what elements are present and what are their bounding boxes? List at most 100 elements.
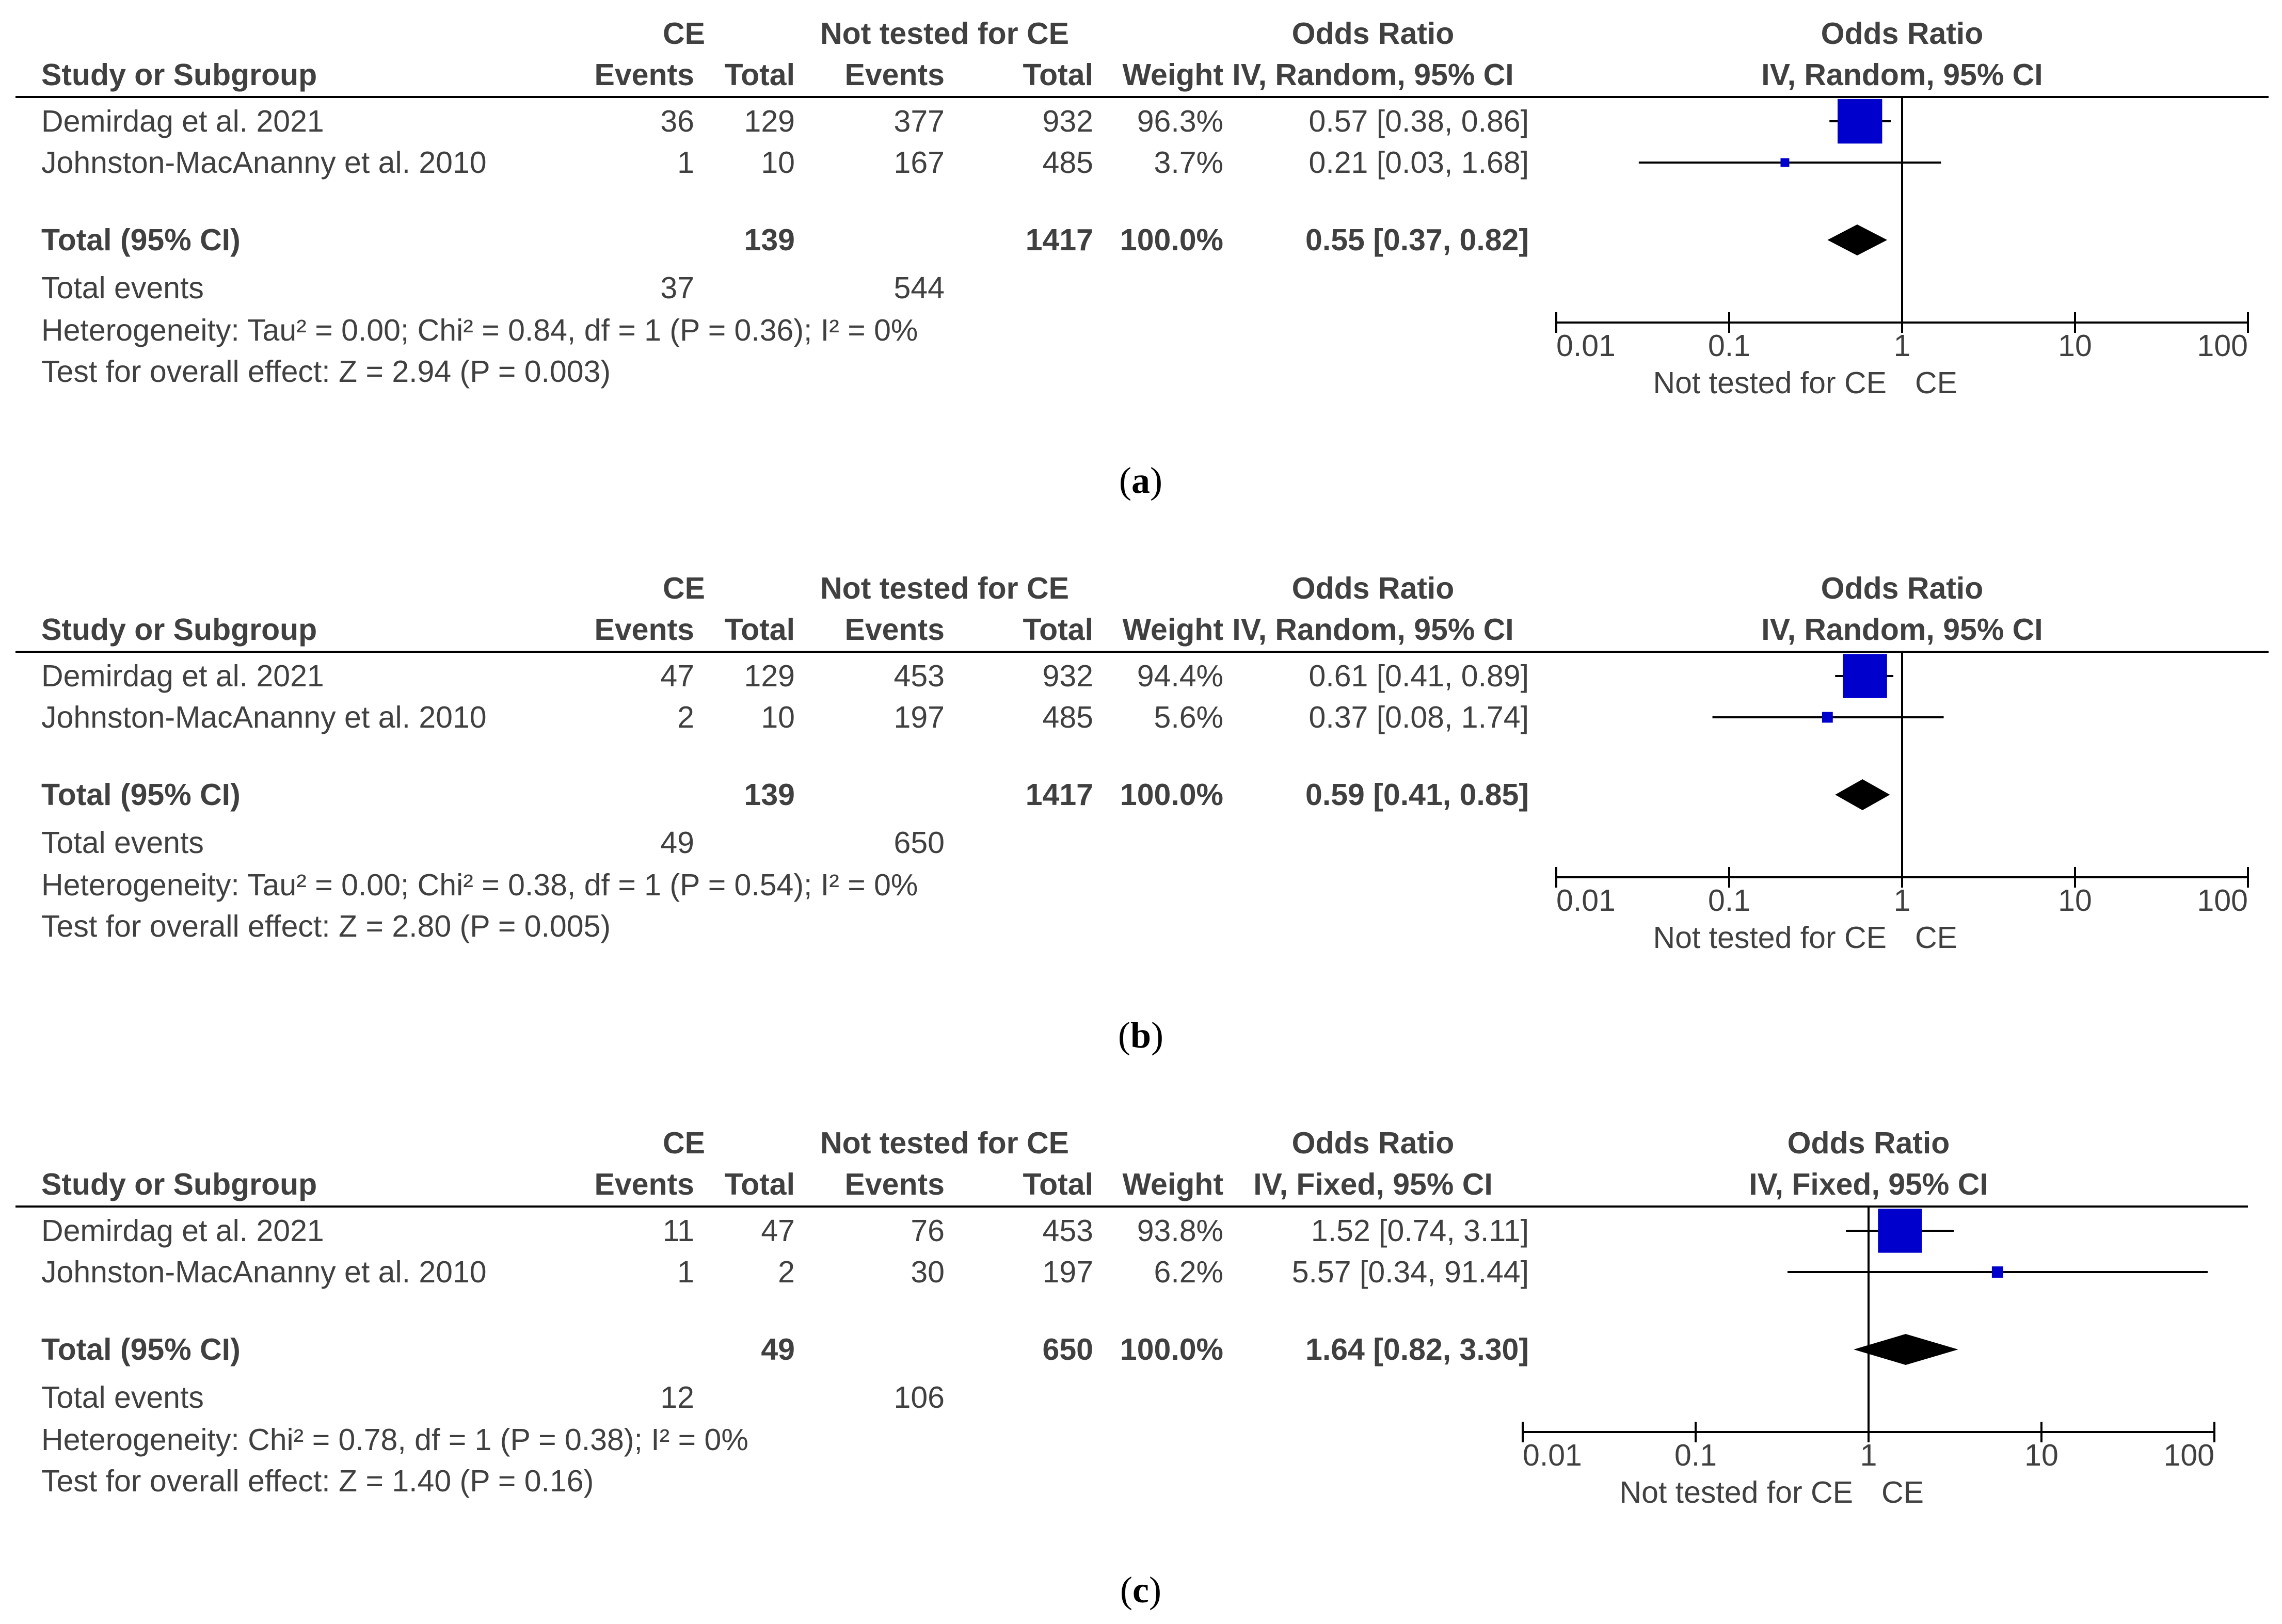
study-total2: 197 <box>1043 1255 1093 1289</box>
total-label: Total (95% CI) <box>41 778 241 812</box>
total-or-ci: 0.55 [0.37, 0.82] <box>1305 223 1529 257</box>
total-events1: 12 <box>660 1380 694 1414</box>
header-events1: Events <box>595 613 694 647</box>
header-total1: Total <box>724 1167 795 1201</box>
study-total1: 129 <box>744 659 795 693</box>
total-weight: 100.0% <box>1120 223 1223 257</box>
total-total1: 139 <box>744 778 795 812</box>
panel-caption: (c) <box>1120 1569 1161 1611</box>
forest-plot-b: CE Not tested for CE Odds Ratio Odds Ratio S… <box>15 571 2269 1056</box>
x-tick-label: 1 <box>1860 1438 1877 1472</box>
forest-plot-c: CE Not tested for CE Odds Ratio Odds Ratio S… <box>15 1126 2248 1611</box>
group1-label: CE <box>663 571 705 605</box>
header-study: Study or Subgroup <box>41 1167 317 1201</box>
study-events1: 36 <box>660 104 694 138</box>
header-events2: Events <box>845 58 945 92</box>
study-events1: 2 <box>677 700 694 734</box>
heterogeneity-text: Heterogeneity: Chi² = 0.78, df = 1 (P = … <box>41 1423 748 1457</box>
or-method: IV, Random, 95% CI <box>1232 58 1513 92</box>
study-point-square <box>1991 1266 2003 1278</box>
overall-effect-text: Test for overall effect: Z = 1.40 (P = 0… <box>41 1464 594 1498</box>
total-events-label: Total events <box>41 271 204 305</box>
overall-effect-text: Test for overall effect: Z = 2.94 (P = 0… <box>41 355 611 389</box>
total-total1: 139 <box>744 223 795 257</box>
x-tick-label: 0.1 <box>1674 1438 1717 1472</box>
favours-left-label: Not tested for CE <box>1653 921 1887 955</box>
study-total1: 47 <box>761 1214 795 1248</box>
x-tick-label: 0.01 <box>1556 883 1616 918</box>
total-events2: 650 <box>894 826 945 860</box>
pooled-diamond <box>1827 224 1888 255</box>
study-total1: 129 <box>744 104 795 138</box>
panel-caption-letter: a <box>1131 460 1150 501</box>
study-events2: 377 <box>894 104 945 138</box>
total-label: Total (95% CI) <box>41 1332 241 1366</box>
total-or-ci: 0.59 [0.41, 0.85] <box>1305 778 1529 812</box>
study-total1: 10 <box>761 146 795 180</box>
study-weight: 3.7% <box>1154 146 1223 180</box>
panel-caption: (b) <box>1118 1015 1163 1056</box>
group2-label: Not tested for CE <box>820 17 1069 51</box>
x-tick-label: 100 <box>2197 329 2248 363</box>
study-total1: 10 <box>761 700 795 734</box>
total-weight: 100.0% <box>1120 778 1223 812</box>
header-total2: Total <box>1023 613 1093 647</box>
study-or-ci: 5.57 [0.34, 91.44] <box>1292 1255 1529 1289</box>
panel-caption-letter: b <box>1130 1015 1151 1056</box>
study-events2: 76 <box>911 1214 945 1248</box>
study-or-ci: 0.37 [0.08, 1.74] <box>1309 700 1529 734</box>
study-point-square <box>1822 712 1833 723</box>
plot-title: Odds Ratio <box>1821 17 1984 51</box>
study-or-ci: 0.57 [0.38, 0.86] <box>1309 104 1529 138</box>
study-total2: 932 <box>1043 104 1093 138</box>
study-events1: 1 <box>677 146 694 180</box>
header-total2: Total <box>1023 58 1093 92</box>
plot-method: IV, Random, 95% CI <box>1761 613 2042 647</box>
header-total1: Total <box>724 58 795 92</box>
study-total1: 2 <box>778 1255 795 1289</box>
x-tick-label: 0.01 <box>1556 329 1616 363</box>
study-or-ci: 0.21 [0.03, 1.68] <box>1309 146 1529 180</box>
study-or-ci: 1.52 [0.74, 3.11] <box>1311 1214 1529 1248</box>
header-study: Study or Subgroup <box>41 613 317 647</box>
header-events1: Events <box>595 1167 694 1201</box>
x-tick-label: 10 <box>2058 883 2092 918</box>
header-events2: Events <box>845 1167 945 1201</box>
total-events2: 544 <box>894 271 945 305</box>
favours-left-label: Not tested for CE <box>1653 366 1887 400</box>
favours-left-label: Not tested for CE <box>1619 1475 1853 1509</box>
total-weight: 100.0% <box>1120 1332 1223 1366</box>
total-events1: 49 <box>660 826 694 860</box>
study-point-square <box>1780 158 1790 167</box>
study-events2: 453 <box>894 659 945 693</box>
group2-label: Not tested for CE <box>820 571 1069 605</box>
study-total2: 485 <box>1043 700 1093 734</box>
x-tick-label: 10 <box>2024 1438 2058 1472</box>
overall-effect-text: Test for overall effect: Z = 2.80 (P = 0… <box>41 909 611 943</box>
plot-method: IV, Fixed, 95% CI <box>1749 1167 1988 1201</box>
study-weight: 93.8% <box>1137 1214 1223 1248</box>
x-tick-label: 100 <box>2164 1438 2214 1472</box>
study-name: Demirdag et al. 2021 <box>41 1214 324 1248</box>
or-title: Odds Ratio <box>1292 17 1455 51</box>
study-total2: 485 <box>1043 146 1093 180</box>
study-name: Demirdag et al. 2021 <box>41 659 324 693</box>
total-total2: 1417 <box>1026 778 1093 812</box>
header-study: Study or Subgroup <box>41 58 317 92</box>
header-weight: Weight <box>1122 613 1223 647</box>
study-events2: 30 <box>911 1255 945 1289</box>
favours-right-label: CE <box>1915 366 1957 400</box>
study-events2: 167 <box>894 146 945 180</box>
or-method: IV, Fixed, 95% CI <box>1253 1167 1492 1201</box>
plot-title: Odds Ratio <box>1788 1126 1950 1160</box>
study-weight: 6.2% <box>1154 1255 1223 1289</box>
forest-plot-a: CE Not tested for CE Odds Ratio Odds Ratio S… <box>15 17 2269 501</box>
study-total2: 453 <box>1043 1214 1093 1248</box>
study-or-ci: 0.61 [0.41, 0.89] <box>1309 659 1529 693</box>
study-weight: 94.4% <box>1137 659 1223 693</box>
study-events1: 47 <box>660 659 694 693</box>
study-name: Johnston-MacAnanny et al. 2010 <box>41 700 487 734</box>
x-tick-label: 0.01 <box>1523 1438 1582 1472</box>
header-weight: Weight <box>1122 1167 1223 1201</box>
